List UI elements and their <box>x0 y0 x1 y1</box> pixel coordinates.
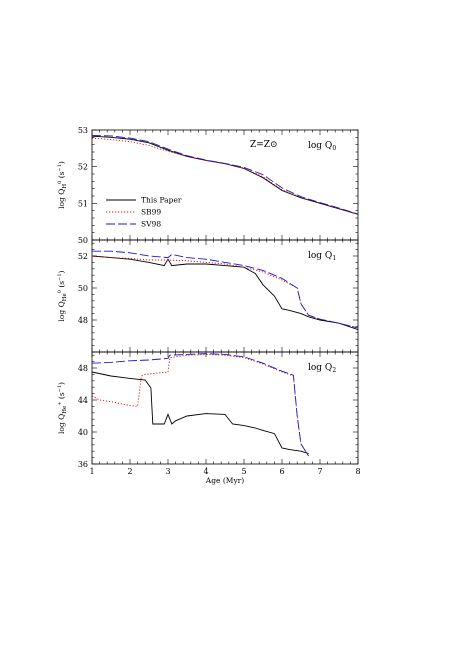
y-tick-label: 52 <box>78 252 88 261</box>
panel-0: 50 51 52 53 log QH0 (s−1) log Q0 <box>57 126 359 245</box>
series-line-sv98 <box>92 353 309 457</box>
x-tick-label: 4 <box>203 467 208 476</box>
y-tick-label: 36 <box>78 460 88 469</box>
metallicity-annotation: Z=Z⊙ <box>250 140 278 150</box>
x-tick-label: 2 <box>127 467 132 476</box>
series-line-sv98 <box>92 135 358 215</box>
x-tick-label: 3 <box>165 467 170 476</box>
y-tick-label: 40 <box>78 428 88 437</box>
y-tick-label: 52 <box>78 163 88 172</box>
y-tick-label: 50 <box>78 284 88 293</box>
legend-label: This Paper <box>141 196 182 205</box>
panel-frame <box>91 351 359 465</box>
y-tick-label: 44 <box>78 396 88 405</box>
y-tick-label: 48 <box>78 316 88 325</box>
panel-1: 48 50 52 log QHe0 (s−1) log Q1 <box>57 239 359 353</box>
panel-2: 36 40 44 48 log QHe+ (s−1) log Q2 1 2 3 4 5 6 7 8 <box>57 351 361 476</box>
x-tick-label: 8 <box>355 467 360 476</box>
panel-label: log Q0 <box>308 141 336 152</box>
x-tick-label: 1 <box>89 467 94 476</box>
y-axis-label: log QH0 (s−1) <box>57 161 68 209</box>
legend-label: SV98 <box>141 220 161 229</box>
y-tick-label: 48 <box>78 364 88 373</box>
legend-label: SB99 <box>141 208 161 217</box>
series-line-this-paper <box>92 371 309 455</box>
x-tick-label: 5 <box>241 467 246 476</box>
y-tick-label: 53 <box>78 126 88 135</box>
y-tick-label: 50 <box>78 236 88 245</box>
panel-label: log Q1 <box>308 251 336 262</box>
series-line-sb99 <box>92 353 309 457</box>
y-tick-label: 51 <box>78 199 88 208</box>
y-axis-label: log QHe+ (s−1) <box>57 382 68 434</box>
series-line-this-paper <box>92 255 358 331</box>
panel-label: log Q2 <box>308 363 336 374</box>
series-line-sv98 <box>92 250 358 329</box>
x-tick-label: 7 <box>317 467 322 476</box>
x-tick-label: 6 <box>279 467 284 476</box>
y-axis-label: log QHe0 (s−1) <box>57 270 68 321</box>
series-line-sb99 <box>92 255 358 329</box>
x-axis-label: Age (Myr) <box>205 476 244 485</box>
